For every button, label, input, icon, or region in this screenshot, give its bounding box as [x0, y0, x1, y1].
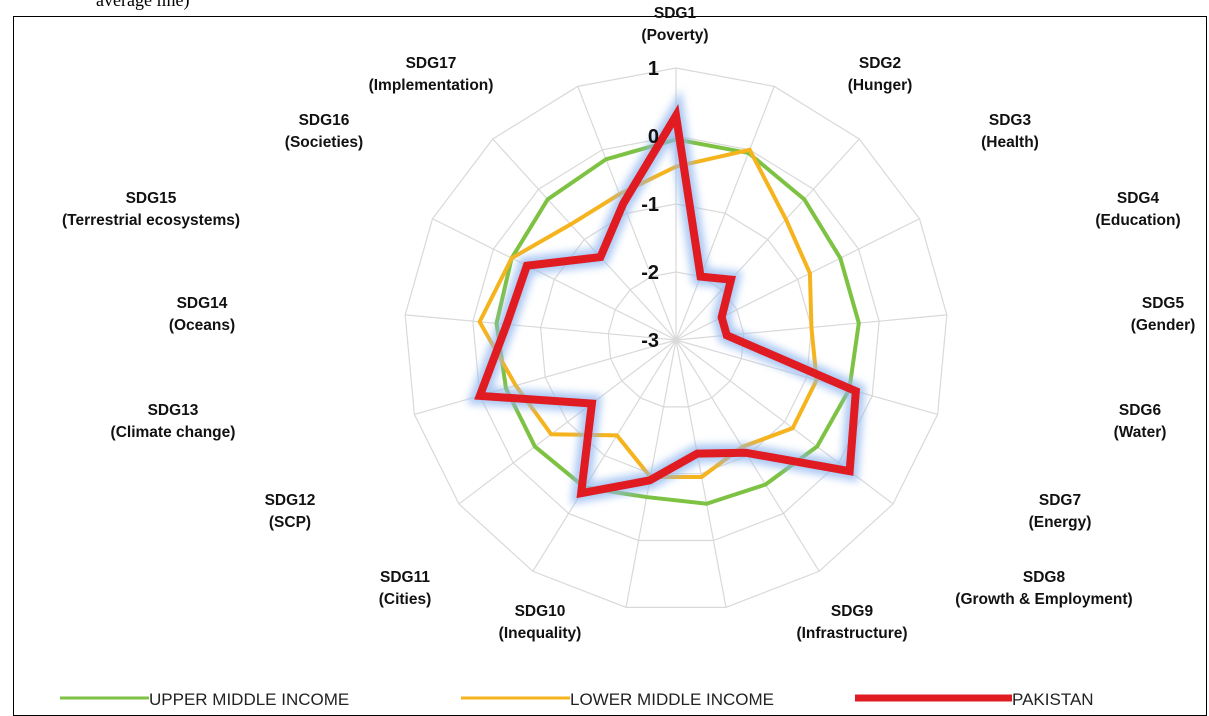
grid-ring-1	[472, 135, 880, 542]
tick-label-3: -2	[641, 262, 659, 284]
grid-spoke-11	[532, 339, 677, 572]
grid-spoke-12	[458, 339, 677, 505]
category-label-line: SDG13	[148, 402, 199, 419]
grid-ring-0	[404, 67, 948, 608]
grid-ring-3	[607, 271, 745, 408]
category-label-sdg16: SDG16 (Societies)	[285, 112, 363, 151]
tick-label-1: 0	[648, 126, 659, 148]
legend: UPPER MIDDLE INCOME LOWER MIDDLE INCOME PA…	[60, 690, 1094, 707]
page-caption: average line)	[96, 0, 190, 10]
grid-spoke-2	[675, 86, 775, 341]
category-label-line: (Growth & Employment)	[955, 591, 1132, 608]
legend-label-2: LOWER MIDDLE INCOME	[570, 690, 774, 707]
grid-spoke-15	[432, 218, 677, 341]
category-label-line: (Oceans)	[169, 317, 235, 334]
category-label-sdg8: SDG8 (Growth & Employment)	[955, 569, 1132, 608]
category-label-line: SDG3	[989, 112, 1032, 129]
series-line-2	[477, 147, 819, 480]
tick-labels: 1 0 -1 -2 -3	[641, 58, 659, 352]
category-label-line: SDG5	[1142, 295, 1185, 312]
category-label-line: SDG17	[406, 55, 457, 72]
grid-spoke-3	[675, 138, 860, 341]
category-label-line: SDG9	[831, 603, 874, 620]
grid-spoke-9	[675, 339, 727, 608]
category-label-sdg1: SDG1 (Poverty)	[641, 5, 708, 44]
series-line-3	[474, 104, 861, 499]
category-label-sdg6: SDG6 (Water)	[1114, 402, 1167, 441]
category-label-line: (Education)	[1095, 212, 1180, 229]
category-label-sdg4: SDG4 (Education)	[1095, 190, 1180, 229]
category-label-sdg9: SDG9 (Infrastructure)	[796, 603, 907, 642]
category-label-line: SDG12	[265, 492, 316, 509]
category-label-line: SDG7	[1039, 492, 1081, 509]
category-label-line: SDG1	[654, 5, 697, 22]
tick-label-2: -1	[641, 194, 659, 216]
category-label-sdg7: SDG7 (Energy)	[1029, 492, 1092, 531]
grid-spoke-16	[492, 138, 677, 341]
category-label-sdg12: SDG12 (SCP)	[265, 492, 316, 531]
category-label-line: (Water)	[1114, 424, 1167, 441]
series-layer	[467, 89, 866, 506]
category-label-line: (Hunger)	[848, 77, 913, 94]
category-label-line: (Implementation)	[369, 77, 494, 94]
tick-label-4: -3	[641, 330, 659, 352]
category-label-sdg10: SDG10 (Inequality)	[499, 603, 582, 642]
category-label-sdg11: SDG11 (Cities)	[379, 569, 432, 608]
category-label-line: (Infrastructure)	[796, 625, 907, 642]
category-label-line: SDG16	[299, 112, 350, 129]
category-label-sdg5: SDG5 (Gender)	[1131, 295, 1196, 334]
series-line-1	[494, 137, 861, 506]
category-label-line: (Gender)	[1131, 317, 1196, 334]
category-labels: SDG1(Poverty)SDG2(Hunger)SDG3(Health)SDG…	[62, 5, 1195, 642]
category-label-line: (Health)	[981, 134, 1039, 151]
category-label-line: (Cities)	[379, 591, 432, 608]
category-label-line: (Energy)	[1029, 514, 1092, 531]
category-label-line: SDG11	[380, 569, 430, 586]
category-label-line: (SCP)	[269, 514, 311, 531]
category-label-line: SDG8	[1023, 569, 1066, 586]
category-label-line: (Terrestrial ecosystems)	[62, 212, 240, 229]
category-label-line: SDG6	[1119, 402, 1162, 419]
category-label-sdg13: SDG13 (Climate change)	[111, 402, 236, 441]
category-label-sdg15: SDG15 (Terrestrial ecosystems)	[62, 190, 240, 229]
category-label-sdg17: SDG17 (Implementation)	[369, 55, 494, 94]
category-label-line: SDG14	[177, 295, 228, 312]
category-label-sdg14: SDG14 (Oceans)	[169, 295, 235, 334]
grid-spoke-13	[414, 339, 677, 416]
category-label-line: SDG4	[1117, 190, 1160, 207]
category-label-line: (Climate change)	[111, 424, 236, 441]
category-label-line: SDG2	[859, 55, 901, 72]
category-label-line: (Societies)	[285, 134, 363, 151]
tick-label-0: 1	[648, 58, 659, 80]
category-label-line: SDG10	[515, 603, 566, 620]
category-label-sdg2: SDG2 (Hunger)	[848, 55, 913, 94]
category-label-sdg3: SDG3 (Health)	[981, 112, 1039, 151]
category-label-line: (Inequality)	[499, 625, 582, 642]
category-label-line: SDG15	[126, 190, 177, 207]
category-label-line: (Poverty)	[641, 27, 708, 44]
grid-spoke-14	[405, 314, 677, 341]
legend-label-1: UPPER MIDDLE INCOME	[149, 690, 349, 707]
legend-label-3: PAKISTAN	[1012, 690, 1094, 707]
